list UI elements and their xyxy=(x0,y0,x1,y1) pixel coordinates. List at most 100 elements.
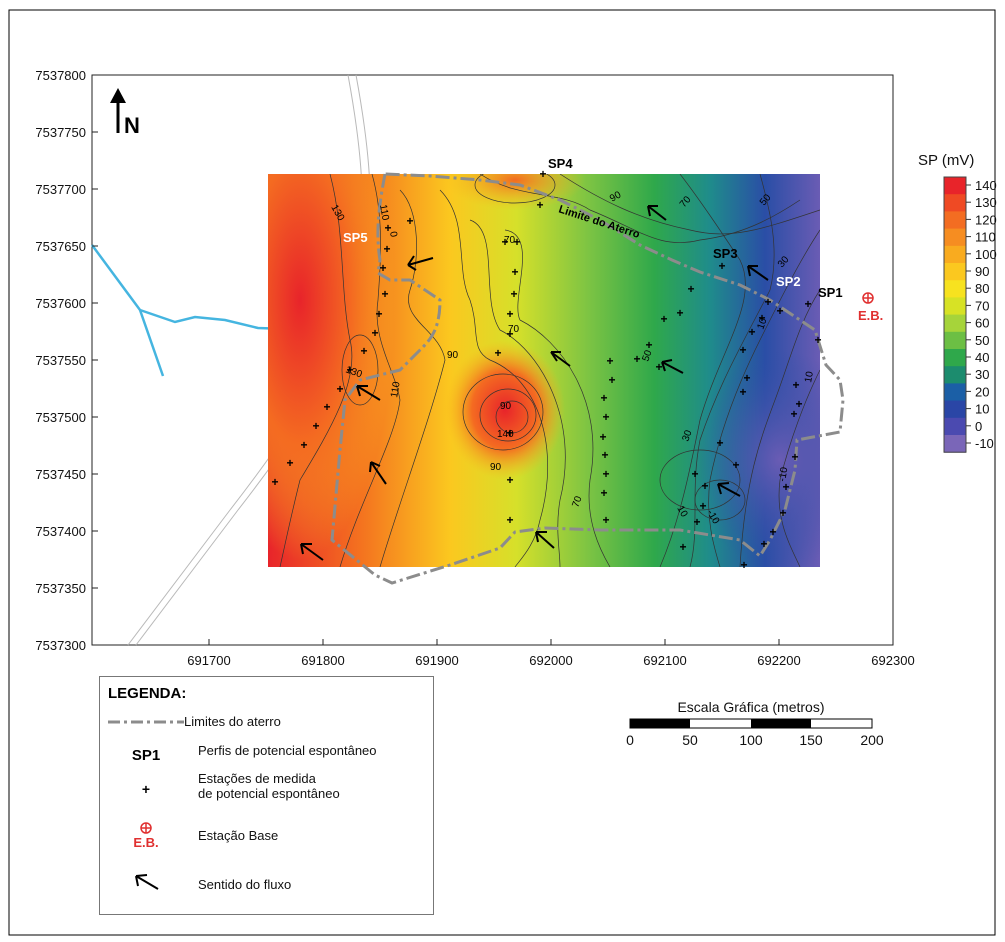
y-tick-label: 7537650 xyxy=(35,239,86,254)
svg-text:+: + xyxy=(312,419,319,433)
svg-text:+: + xyxy=(814,333,821,347)
svg-text:+: + xyxy=(660,312,667,326)
colorbar-tick-label: 120 xyxy=(975,212,997,227)
y-tick-label: 7537300 xyxy=(35,638,86,653)
svg-text:+: + xyxy=(804,297,811,311)
north-arrow-icon: N xyxy=(110,88,140,138)
contour-label: 30 xyxy=(680,428,694,443)
contour-label: 110 xyxy=(389,380,403,398)
colorbar-tick-label: 30 xyxy=(975,367,989,382)
svg-text:+: + xyxy=(323,400,330,414)
svg-text:+: + xyxy=(693,515,700,529)
contour-label: 70 xyxy=(570,494,584,509)
svg-text:+: + xyxy=(791,450,798,464)
contour-label: 10 xyxy=(803,370,816,383)
x-tick-label: 692000 xyxy=(529,653,572,668)
svg-text:+: + xyxy=(346,363,353,377)
svg-text:+: + xyxy=(539,167,546,181)
scale-label: 50 xyxy=(682,732,698,748)
landfill-boundary xyxy=(330,172,845,585)
contour-label: 90 xyxy=(447,350,459,361)
svg-text:+: + xyxy=(510,287,517,301)
svg-text:+: + xyxy=(606,354,613,368)
contour-label: 0 xyxy=(387,231,399,239)
svg-text:+: + xyxy=(739,385,746,399)
y-tick-label: 7537450 xyxy=(35,467,86,482)
svg-text:+: + xyxy=(501,235,508,249)
svg-text:+: + xyxy=(336,382,343,396)
plus-icon: + xyxy=(141,781,151,797)
svg-text:+: + xyxy=(494,346,501,360)
profile-symbol: SP1 xyxy=(131,747,161,764)
colorbar-tick-label: 110 xyxy=(975,230,996,245)
contour-label: 90 xyxy=(608,189,624,204)
svg-text:+: + xyxy=(300,438,307,452)
colorbar-swatch xyxy=(944,245,966,264)
legend-label: Limites do aterro xyxy=(184,714,281,729)
contour-label: 140 xyxy=(497,429,514,440)
colorbar-swatch xyxy=(944,435,966,453)
colorbar-tick-label: -10 xyxy=(975,436,994,451)
base-station: E.B. xyxy=(858,292,883,323)
colorbar-tick-label: 80 xyxy=(975,281,989,296)
svg-text:+: + xyxy=(679,540,686,554)
colorbar-swatch xyxy=(944,417,966,436)
scale-title: Escala Gráfica (metros) xyxy=(677,699,824,715)
svg-text:+: + xyxy=(676,306,683,320)
svg-text:+: + xyxy=(381,287,388,301)
colorbar-title: SP (mV) xyxy=(918,152,975,169)
svg-text:+: + xyxy=(506,307,513,321)
x-tick-label: 692200 xyxy=(757,653,800,668)
svg-text:+: + xyxy=(739,343,746,357)
svg-text:+: + xyxy=(645,338,652,352)
x-tick-label: 691800 xyxy=(301,653,344,668)
x-tick-label: 692100 xyxy=(643,653,686,668)
profile-label-sp4: SP4 xyxy=(548,156,573,171)
colorbar-swatch xyxy=(944,228,966,247)
svg-text:+: + xyxy=(758,311,765,325)
profile-label-sp1: SP1 xyxy=(818,285,843,300)
colorbar-tick-label: 10 xyxy=(975,402,989,417)
svg-text:+: + xyxy=(691,467,698,481)
y-tick-label: 7537700 xyxy=(35,182,86,197)
svg-text:+: + xyxy=(655,360,662,374)
river-branch xyxy=(138,309,165,377)
y-tick-label: 7537500 xyxy=(35,410,86,425)
arrow-icon xyxy=(135,874,159,890)
legend-item-profile: SP1 Perfis de potencial espontâneo xyxy=(100,739,433,769)
colorbar-swatch xyxy=(944,349,966,367)
legend-item-base: E.B. Estação Base xyxy=(100,817,433,857)
svg-text:+: + xyxy=(513,235,520,249)
contour-label: 110 xyxy=(377,204,391,222)
svg-text:+: + xyxy=(506,327,513,341)
contour-label: 90 xyxy=(500,401,512,412)
svg-text:+: + xyxy=(633,352,640,366)
y-tick-label: 7537400 xyxy=(35,524,86,539)
svg-text:+: + xyxy=(600,486,607,500)
scale-label: 0 xyxy=(626,732,634,748)
scale-label: 200 xyxy=(860,732,884,748)
base-station-label: E.B. xyxy=(858,308,883,323)
profile-label-sp2: SP2 xyxy=(776,274,801,289)
colorbar-tick-label: 40 xyxy=(975,350,989,365)
svg-text:+: + xyxy=(743,371,750,385)
legend-label: Perfis de potencial espontâneo xyxy=(198,743,377,758)
svg-text:+: + xyxy=(748,325,755,339)
colorbar-swatch xyxy=(944,400,966,419)
legend-label: Estação Base xyxy=(198,828,279,843)
svg-text:+: + xyxy=(782,480,789,494)
x-axis: 691700 691800 691900 692000 692100 692200 6923… xyxy=(187,639,915,668)
scale-label: 100 xyxy=(739,732,763,748)
svg-text:+: + xyxy=(790,407,797,421)
svg-text:+: + xyxy=(718,259,725,273)
svg-text:+: + xyxy=(716,436,723,450)
colorbar-tick-label: 60 xyxy=(975,316,989,331)
contour-label: 50 xyxy=(640,348,654,363)
contour-label: 90 xyxy=(490,462,502,473)
svg-text:+: + xyxy=(779,506,786,520)
profile-label-sp3: SP3 xyxy=(713,246,738,261)
svg-text:+: + xyxy=(732,458,739,472)
colorbar-swatch xyxy=(944,366,966,384)
